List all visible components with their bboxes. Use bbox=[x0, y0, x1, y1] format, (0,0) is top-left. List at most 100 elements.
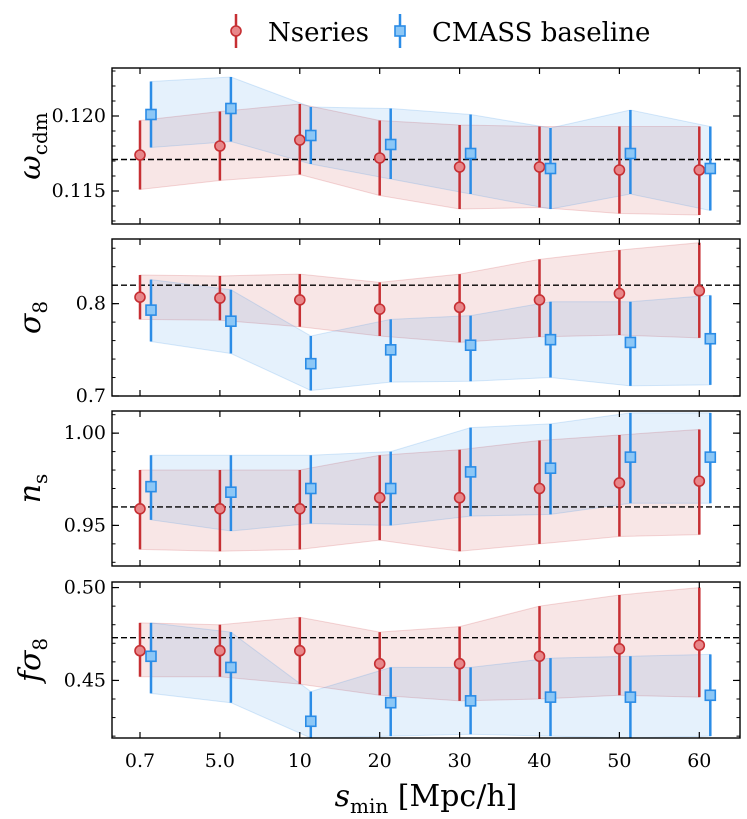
point-cmass bbox=[624, 147, 637, 160]
y-tick-label: 0.7 bbox=[76, 385, 106, 407]
point-cmass bbox=[304, 129, 317, 142]
point-nseries bbox=[214, 292, 226, 304]
point-cmass bbox=[544, 162, 557, 175]
y-axis-label: ωcdm bbox=[13, 112, 52, 179]
panel-frame bbox=[111, 581, 741, 739]
point-cmass bbox=[704, 332, 717, 345]
point-nseries bbox=[134, 502, 146, 515]
x-tick-label: 20 bbox=[368, 750, 392, 772]
x-tick-label: 30 bbox=[448, 750, 472, 772]
point-cmass bbox=[225, 486, 237, 498]
point-nseries bbox=[134, 149, 146, 161]
point-cmass bbox=[225, 102, 237, 115]
x-tick-label: 5.0 bbox=[205, 750, 235, 772]
point-cmass bbox=[624, 336, 637, 349]
point-nseries bbox=[533, 650, 546, 663]
band-nseries bbox=[139, 587, 700, 702]
point-nseries bbox=[373, 303, 386, 315]
point-cmass bbox=[384, 696, 397, 709]
point-cmass bbox=[145, 108, 157, 121]
point-cmass bbox=[704, 451, 717, 463]
band-cmass bbox=[150, 412, 711, 532]
y-tick-label: 0.115 bbox=[52, 180, 106, 202]
point-cmass bbox=[544, 691, 557, 703]
point-cmass bbox=[384, 482, 397, 495]
point-nseries bbox=[693, 164, 706, 176]
point-nseries bbox=[453, 301, 466, 314]
point-cmass bbox=[384, 138, 397, 151]
x-tick-label: 40 bbox=[527, 750, 551, 772]
point-cmass bbox=[704, 689, 717, 702]
point-nseries bbox=[134, 644, 146, 657]
plot-area bbox=[112, 76, 740, 216]
band-cmass bbox=[150, 622, 711, 738]
x-axis-title: smin [Mpc/h] bbox=[335, 779, 518, 818]
point-nseries bbox=[613, 164, 626, 176]
panel-3: 0.95 1.00 ns bbox=[13, 410, 741, 567]
legend: Nseries CMASS baseline bbox=[230, 14, 650, 48]
point-cmass bbox=[145, 304, 157, 316]
point-nseries bbox=[613, 477, 626, 489]
point-nseries bbox=[693, 639, 706, 651]
y-tick-label: 1.00 bbox=[64, 422, 106, 444]
point-nseries bbox=[613, 287, 626, 300]
y-tick-label: 0.95 bbox=[64, 514, 106, 536]
point-nseries bbox=[214, 644, 226, 657]
point-cmass bbox=[145, 480, 157, 493]
panel-4: 0.45 0.50 fσ8 bbox=[13, 577, 741, 739]
y-tick-label: 0.50 bbox=[64, 577, 106, 599]
point-cmass bbox=[304, 715, 317, 728]
y-tick-label: 0.120 bbox=[52, 105, 106, 127]
point-nseries bbox=[613, 643, 626, 655]
point-nseries bbox=[453, 161, 466, 173]
point-nseries bbox=[533, 161, 546, 173]
y-axis-label: ns bbox=[13, 474, 52, 504]
legend-marker-nseries bbox=[230, 25, 242, 37]
point-cmass bbox=[464, 147, 477, 160]
y-axis-label: fσ8 bbox=[13, 638, 52, 684]
plot-area bbox=[112, 242, 740, 391]
x-axis-label: smin [Mpc/h] bbox=[335, 779, 518, 818]
point-nseries bbox=[693, 475, 706, 487]
point-nseries bbox=[373, 657, 386, 670]
legend-marker-cmass bbox=[394, 25, 406, 37]
point-cmass bbox=[145, 650, 157, 663]
x-tick-label: 50 bbox=[607, 750, 631, 772]
point-nseries bbox=[293, 294, 306, 306]
point-cmass bbox=[225, 661, 237, 674]
point-cmass bbox=[384, 344, 397, 356]
point-nseries bbox=[134, 291, 146, 303]
point-cmass bbox=[624, 691, 637, 703]
point-nseries bbox=[373, 152, 386, 164]
point-cmass bbox=[544, 333, 557, 346]
panel-frame bbox=[111, 238, 741, 397]
point-nseries bbox=[214, 502, 226, 515]
point-cmass bbox=[544, 462, 557, 475]
y-tick-label: 0.45 bbox=[64, 669, 106, 691]
panel-2: 0.7 0.8 σ8 bbox=[13, 238, 741, 407]
legend-label: CMASS baseline bbox=[432, 18, 650, 48]
point-cmass bbox=[225, 315, 237, 327]
band-cmass bbox=[150, 279, 711, 391]
point-cmass bbox=[704, 162, 717, 175]
x-tick-label: 60 bbox=[687, 750, 711, 772]
point-cmass bbox=[464, 695, 477, 707]
point-cmass bbox=[304, 357, 317, 370]
point-cmass bbox=[464, 339, 477, 352]
point-nseries bbox=[453, 491, 466, 504]
point-nseries bbox=[293, 134, 306, 146]
point-nseries bbox=[214, 140, 226, 152]
y-axis-label: σ8 bbox=[13, 301, 52, 334]
plot-area bbox=[112, 587, 740, 738]
point-cmass bbox=[304, 482, 317, 495]
x-tick-label: 0.7 bbox=[125, 750, 155, 772]
legend-label: Nseries bbox=[268, 18, 369, 48]
point-nseries bbox=[533, 294, 546, 306]
point-nseries bbox=[293, 502, 306, 515]
point-nseries bbox=[293, 644, 306, 657]
band-nseries bbox=[139, 242, 700, 343]
point-nseries bbox=[453, 657, 466, 670]
